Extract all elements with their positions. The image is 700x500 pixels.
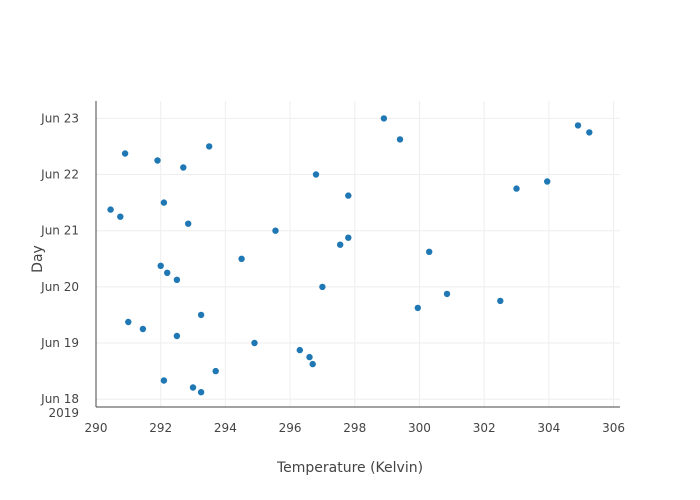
scatter-point — [189, 384, 197, 391]
scatter-point — [272, 227, 279, 234]
x-tick-label: 304 — [537, 421, 560, 435]
y-axis-title: Day — [30, 245, 46, 273]
x-tick-label: 306 — [602, 421, 625, 435]
x-tick-label: 290 — [85, 421, 108, 435]
scatter-point — [309, 360, 316, 368]
scatter-point — [173, 276, 181, 283]
y-tick-label: Jun 21 — [40, 224, 79, 238]
y-tick-label: Jun 20 — [40, 280, 79, 294]
scatter-point — [319, 283, 326, 291]
scatter-point — [443, 290, 451, 298]
scatter-point — [396, 136, 404, 143]
y-tick-sublabel: 2019 — [48, 406, 79, 420]
scatter-point — [125, 318, 132, 326]
scatter-point — [513, 185, 520, 192]
scatter-point — [164, 269, 171, 276]
scatter-point — [197, 311, 205, 319]
scatter-point — [345, 192, 352, 199]
scatter-point — [185, 220, 192, 227]
scatter-point — [160, 377, 168, 384]
scatter-point — [180, 164, 187, 171]
y-tick-label: Jun 19 — [40, 336, 79, 350]
axes — [95, 101, 620, 408]
x-tick-label: 296 — [279, 421, 302, 435]
scatter-point — [345, 234, 352, 241]
y-tick-label: Jun 18 — [40, 392, 79, 406]
x-axis-title: Temperature (Kelvin) — [276, 460, 423, 476]
scatter-point — [586, 129, 593, 136]
scatter-point — [380, 115, 388, 122]
scatter-point — [497, 297, 504, 305]
scatter-point — [312, 171, 320, 178]
scatter-point — [426, 248, 433, 255]
scatter-point — [157, 262, 164, 269]
scatter-point — [117, 213, 124, 220]
y-tick-label: Jun 23 — [40, 111, 79, 125]
scatter-point — [107, 206, 114, 213]
grid — [96, 101, 620, 407]
scatter-point — [574, 122, 582, 129]
x-tick-label: 294 — [214, 421, 237, 435]
scatter-point — [197, 389, 205, 396]
x-tick-labels: 290 292 294 296 298 300 302 304 306 — [85, 421, 625, 435]
scatter-point — [296, 346, 303, 354]
x-tick-label: 300 — [408, 421, 431, 435]
scatter-point — [337, 241, 344, 248]
scatter-point — [251, 339, 258, 347]
scatter-point — [160, 199, 168, 206]
scatter-point — [414, 304, 421, 312]
x-tick-label: 292 — [149, 421, 172, 435]
scatter-point — [173, 332, 181, 340]
data-points — [107, 115, 593, 396]
scatter-point — [306, 353, 313, 361]
scatter-point — [206, 143, 213, 150]
scatter-point — [154, 157, 161, 164]
scatter-point — [238, 255, 245, 262]
y-tick-label: Jun 22 — [40, 168, 79, 182]
scatter-point — [121, 150, 129, 157]
scatter-point — [139, 325, 147, 333]
scatter-point — [212, 367, 219, 375]
x-tick-label: 302 — [473, 421, 496, 435]
x-tick-label: 298 — [343, 421, 366, 435]
scatter-point — [544, 178, 551, 185]
